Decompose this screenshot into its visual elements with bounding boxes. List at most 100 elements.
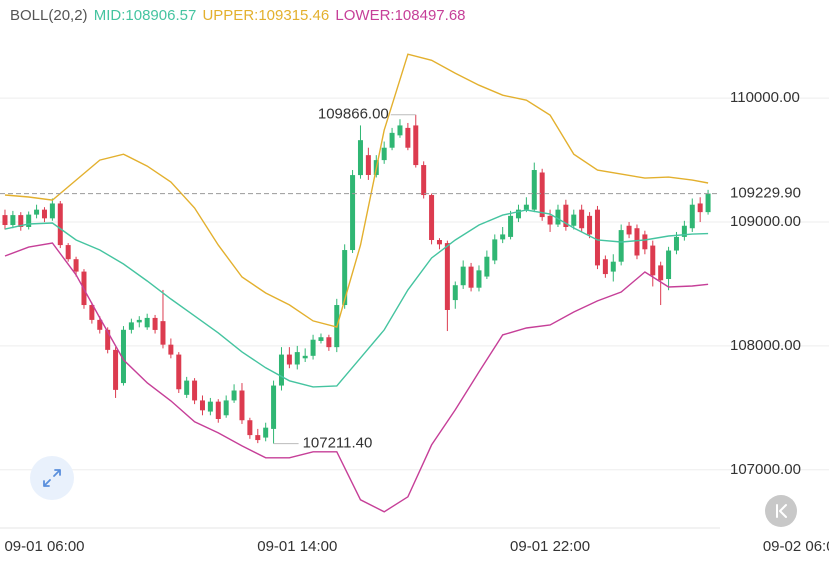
candle-body [65,245,71,260]
candle-body [239,390,245,421]
candle-body [255,435,261,441]
candle-body [278,354,284,386]
expand-button-bg [30,456,74,500]
candle-body [563,204,569,227]
candle-body [286,354,292,365]
annotation-label: 107211.40 [303,435,373,452]
y-tick-label: 107000.00 [730,461,801,478]
candle-body [192,380,198,401]
candle-body [215,401,221,419]
candle-body [73,259,79,272]
back-icon [776,504,787,518]
candle-body [697,203,703,213]
candle-body [263,427,269,438]
candle-body [658,265,664,281]
candle-body [602,259,608,275]
candle-body [476,270,482,288]
candle-body [113,349,119,390]
candle-body [555,209,561,225]
candle-body [207,401,213,412]
y-tick-label: 108000.00 [730,337,801,354]
candle-body [318,337,324,341]
candle-body [531,170,537,210]
y-tick-label: 109000.00 [730,213,801,230]
candle-body [579,209,585,229]
candle-body [89,305,95,320]
candle-body [223,400,229,416]
candle-body [705,193,711,213]
candle-body [10,215,16,226]
candle-body [587,215,593,235]
x-tick-label: 09-01 14:00 [257,538,337,555]
candle-body [436,240,442,245]
band-value: 108497.68 [395,7,466,24]
candle-body [2,215,8,226]
candle-body [310,339,316,356]
candle-body [618,230,624,262]
candle-body [365,155,371,175]
candle-body [460,266,466,286]
candle-body [120,329,126,384]
band-line [4,53,709,328]
candle-body [444,243,450,310]
candle-body [539,172,545,218]
candle-body [41,209,47,219]
candle-body [515,209,521,219]
candle-body [673,236,679,251]
band-value: 108906.57 [125,7,196,24]
indicator-name: BOLL(20,2) [10,7,88,24]
band-name: LOWER: [335,7,394,24]
candle-body [326,337,332,348]
candle-body [199,400,205,411]
band-line [4,209,709,388]
candle-body [421,165,427,196]
candle-body [468,266,474,288]
candle-body [594,209,600,266]
expand-icon [43,469,61,487]
candle-body [429,195,435,241]
band-line [4,242,709,513]
candle-body [484,256,490,277]
candle-body [26,214,32,227]
last-price-label: 109229.90 [730,185,801,202]
x-tick-label: 09-01 06:00 [4,538,84,555]
candle-body [650,245,656,276]
candle-body [689,204,695,229]
candle-body [381,147,387,161]
candle-body [271,385,277,429]
candle-body [184,380,190,395]
candle-body [452,285,458,301]
candle-body [681,225,687,237]
candle-body [413,125,419,166]
candle-body [302,355,308,359]
back-button[interactable] [765,495,797,527]
band-value: 109315.46 [258,7,329,24]
candle-body [57,203,63,246]
candle-body [389,132,395,148]
candle-body [547,215,553,225]
candle-body [626,225,632,235]
indicator-header: BOLL(20,2) MID:108906.57 UPPER:109315.46… [10,7,466,24]
x-tick-label: 09-02 06:00 [763,538,829,555]
candle-body [642,234,648,250]
candle-body [342,250,348,306]
candle-body [571,214,577,226]
candle-body [666,250,672,280]
candle-body [610,261,616,272]
candle-body [136,319,142,323]
expand-button[interactable] [30,456,74,500]
candle-body [294,352,300,365]
candle-body [128,322,134,330]
candle-body [523,204,529,210]
candle-body [231,390,237,401]
candle-body [176,354,182,390]
candle-body [49,203,55,219]
candle-body [634,228,640,256]
candle-body [34,209,40,215]
y-tick-label: 110000.00 [730,89,800,106]
candle-body [492,239,498,261]
candle-body [357,140,363,176]
candle-body [105,329,111,350]
band-name: MID: [94,7,126,24]
